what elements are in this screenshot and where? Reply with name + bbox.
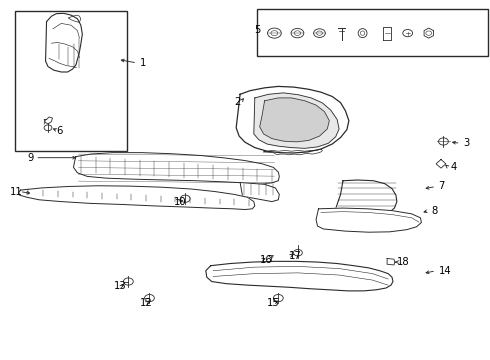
Text: 16: 16 (260, 255, 272, 265)
Circle shape (291, 28, 304, 38)
Polygon shape (206, 261, 393, 291)
Text: 18: 18 (397, 257, 410, 267)
Text: 1: 1 (140, 58, 146, 68)
Text: 13: 13 (114, 281, 127, 291)
Bar (15, 11, 127, 151)
Polygon shape (316, 208, 421, 232)
Polygon shape (424, 28, 434, 38)
Text: 4: 4 (451, 162, 457, 172)
Text: 8: 8 (431, 206, 438, 216)
Polygon shape (46, 13, 82, 72)
Text: 15: 15 (267, 298, 280, 308)
Polygon shape (436, 159, 446, 168)
Text: 5: 5 (254, 25, 260, 35)
Circle shape (268, 28, 281, 38)
Text: 11: 11 (10, 186, 23, 197)
Polygon shape (236, 86, 349, 153)
Polygon shape (240, 183, 279, 202)
Text: 14: 14 (439, 266, 451, 276)
Text: 10: 10 (174, 197, 187, 207)
Circle shape (403, 30, 413, 37)
Text: 2: 2 (234, 96, 241, 107)
Polygon shape (334, 180, 397, 220)
Text: 3: 3 (463, 138, 469, 148)
Text: 12: 12 (140, 298, 152, 308)
Text: 17: 17 (289, 251, 302, 261)
Ellipse shape (358, 29, 367, 37)
Text: 6: 6 (56, 126, 63, 136)
Circle shape (314, 29, 325, 37)
Bar (257, 9, 488, 56)
Polygon shape (19, 186, 255, 210)
Text: 9: 9 (27, 153, 33, 163)
Polygon shape (254, 93, 339, 148)
Polygon shape (260, 98, 329, 142)
Text: 7: 7 (439, 181, 445, 192)
Polygon shape (74, 153, 279, 184)
